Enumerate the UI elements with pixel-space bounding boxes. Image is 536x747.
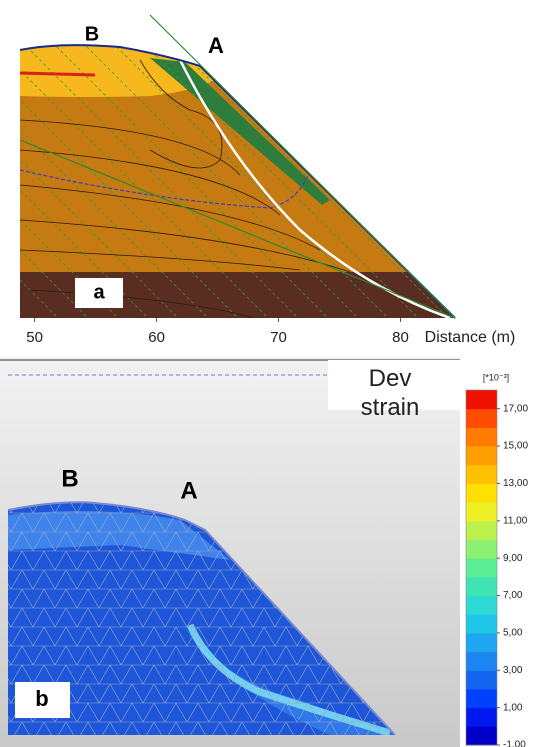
- tick-label: 9,00: [503, 553, 523, 564]
- color-band: [466, 596, 497, 615]
- color-band: [466, 633, 497, 652]
- label-a: A: [208, 33, 224, 58]
- color-band: [466, 465, 497, 484]
- figure: 50 60 70 80 Distance (m) B Aa 17,00 15,00 13,00 11…: [0, 0, 536, 747]
- tick-label: 3,00: [503, 665, 523, 676]
- tick-label: 13,00: [503, 478, 528, 489]
- color-band: [466, 390, 497, 409]
- tick-label: 11,00: [503, 515, 528, 526]
- panel-b: [0, 357, 536, 747]
- tick-label: 5,00: [503, 628, 523, 639]
- red-layer: [20, 73, 95, 75]
- tick-label: 7,00: [503, 590, 523, 601]
- color-band: [466, 521, 497, 540]
- label-b: B: [61, 465, 78, 492]
- figure-svg: 50 60 70 80 Distance (m) B Aa 17,00 15,00 13,00 11…: [0, 0, 536, 747]
- colorbar-title: Dev strain: [340, 364, 440, 422]
- color-band: [466, 558, 497, 577]
- color-band: [466, 483, 497, 502]
- panel-label: a: [93, 281, 105, 303]
- x-tick-label: 60: [148, 329, 165, 346]
- color-band: [466, 652, 497, 671]
- label-b: B: [85, 23, 99, 45]
- x-axis-label: Distance (m): [425, 329, 516, 346]
- color-band: [466, 726, 497, 745]
- tick-label: 15,00: [503, 441, 528, 452]
- color-band: [466, 614, 497, 633]
- tick-label: 17,00: [503, 403, 528, 414]
- color-band: [466, 539, 497, 558]
- color-band: [466, 577, 497, 596]
- panel-a: [0, 0, 470, 340]
- color-band: [466, 689, 497, 708]
- x-tick-label: 80: [392, 329, 409, 346]
- label-a: A: [180, 477, 197, 504]
- tick-label: 1,00: [503, 702, 523, 713]
- color-band: [466, 670, 497, 689]
- color-band: [466, 427, 497, 446]
- color-band: [466, 502, 497, 521]
- color-band: [466, 446, 497, 465]
- color-band: [466, 409, 497, 428]
- panel-label: b: [35, 686, 48, 711]
- unit-label: [*10⁻³]: [483, 372, 509, 382]
- tick-label: -1,00: [503, 740, 526, 747]
- x-tick-label: 50: [26, 329, 43, 346]
- x-tick-label: 70: [270, 329, 287, 346]
- color-band: [466, 708, 497, 727]
